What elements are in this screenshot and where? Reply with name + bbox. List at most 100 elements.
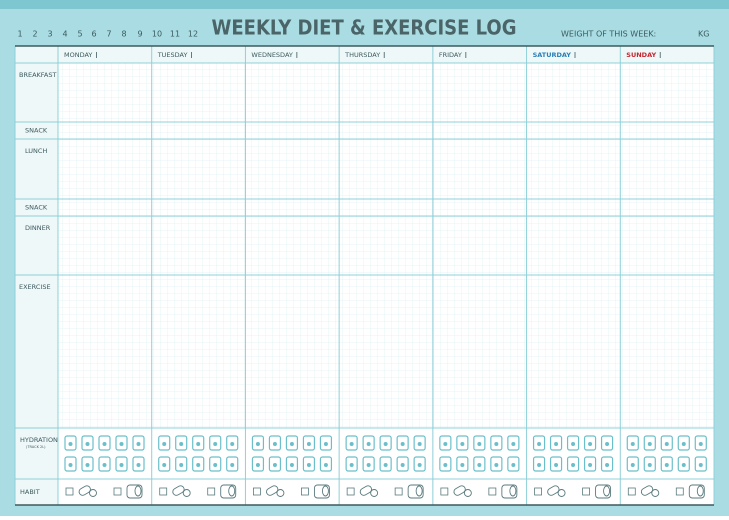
- water-glass: [362, 435, 375, 451]
- habit-box: [534, 487, 542, 496]
- water-glass: [319, 435, 333, 451]
- water-drop: [68, 442, 73, 446]
- water-drop: [630, 463, 635, 467]
- habit-box: [113, 487, 122, 496]
- toilet-roll: [603, 485, 611, 497]
- water-drop: [417, 463, 422, 467]
- water-drop: [554, 442, 559, 446]
- month-number: 4: [62, 30, 67, 39]
- water-drop: [289, 442, 294, 446]
- water-glass: [192, 456, 205, 472]
- water-drop: [162, 442, 167, 446]
- habit-box: [394, 487, 403, 496]
- month-number: 1: [17, 30, 22, 39]
- water-drop: [213, 442, 218, 446]
- water-glass: [226, 456, 239, 472]
- water-drop: [537, 463, 542, 467]
- water-glass: [64, 456, 77, 472]
- water-drop: [136, 442, 141, 446]
- month-number: 9: [137, 30, 142, 39]
- water-drop: [605, 463, 610, 467]
- water-drop: [647, 442, 652, 446]
- water-glass: [473, 456, 486, 472]
- water-drop: [588, 442, 593, 446]
- water-drop: [349, 442, 354, 446]
- water-glass: [209, 456, 222, 472]
- water-glass: [626, 435, 639, 451]
- water-glass: [660, 435, 673, 451]
- water-drop: [196, 463, 201, 467]
- water-drop: [494, 442, 499, 446]
- row-label: HABIT: [20, 488, 40, 496]
- water-glass: [490, 435, 503, 451]
- water-drop: [605, 442, 610, 446]
- water-glass: [98, 456, 111, 472]
- water-drop: [647, 463, 652, 467]
- pill: [370, 489, 379, 497]
- pill: [547, 485, 560, 496]
- water-drop: [179, 442, 184, 446]
- water-drop: [383, 442, 388, 446]
- water-glass: [251, 435, 265, 451]
- habit-box: [440, 487, 449, 496]
- toilet-roll: [509, 485, 517, 497]
- water-glass: [285, 435, 299, 451]
- water-glass: [566, 435, 580, 451]
- day-header: MONDAY: [64, 51, 92, 59]
- top-stripe: [0, 0, 729, 9]
- day-header: THURSDAY: [344, 51, 380, 59]
- water-glass: [132, 456, 145, 472]
- water-glass: [379, 456, 392, 472]
- water-drop: [230, 463, 235, 467]
- water-glass: [507, 435, 520, 451]
- water-glass: [439, 435, 452, 451]
- water-drop: [119, 463, 124, 467]
- pill: [172, 485, 185, 496]
- water-drop: [196, 442, 201, 446]
- month-number: 2: [32, 30, 37, 39]
- water-drop: [664, 463, 669, 467]
- row-label: HYDRATION: [20, 436, 58, 444]
- habit-box: [301, 487, 309, 496]
- habit-box: [207, 487, 216, 496]
- water-glass: [396, 456, 409, 472]
- header-row: [58, 46, 714, 63]
- water-glass: [158, 435, 171, 451]
- hydration-note: (TRACK 2L): [26, 445, 46, 449]
- row-label: DINNER: [25, 224, 51, 232]
- water-glass: [379, 435, 392, 451]
- pill: [453, 485, 466, 496]
- water-glass: [532, 435, 546, 451]
- water-drop: [460, 463, 465, 467]
- water-glass: [549, 456, 563, 472]
- water-glass: [251, 456, 265, 472]
- habit-box: [675, 487, 684, 496]
- water-drop: [323, 442, 328, 446]
- month-number: 12: [188, 30, 198, 39]
- pill: [640, 485, 654, 496]
- water-drop: [255, 463, 260, 467]
- water-drop: [255, 442, 260, 446]
- day-header: SUNDAY: [626, 51, 656, 59]
- toilet-roll: [313, 484, 330, 499]
- water-drop: [162, 463, 167, 467]
- water-glass: [268, 435, 282, 451]
- water-glass: [362, 456, 375, 472]
- toilet-roll: [220, 484, 237, 499]
- water-drop: [349, 463, 354, 467]
- day-header: WEDNESDAY: [251, 51, 292, 59]
- water-drop: [230, 442, 235, 446]
- water-drop: [366, 463, 371, 467]
- water-glass: [345, 456, 358, 472]
- pill: [276, 489, 285, 497]
- water-glass: [175, 456, 188, 472]
- water-glass: [319, 456, 333, 472]
- toilet-roll: [321, 485, 329, 497]
- water-glass: [507, 456, 520, 472]
- water-drop: [494, 463, 499, 467]
- water-glass: [115, 435, 128, 451]
- water-glass: [98, 435, 111, 451]
- month-number: 3: [47, 30, 52, 39]
